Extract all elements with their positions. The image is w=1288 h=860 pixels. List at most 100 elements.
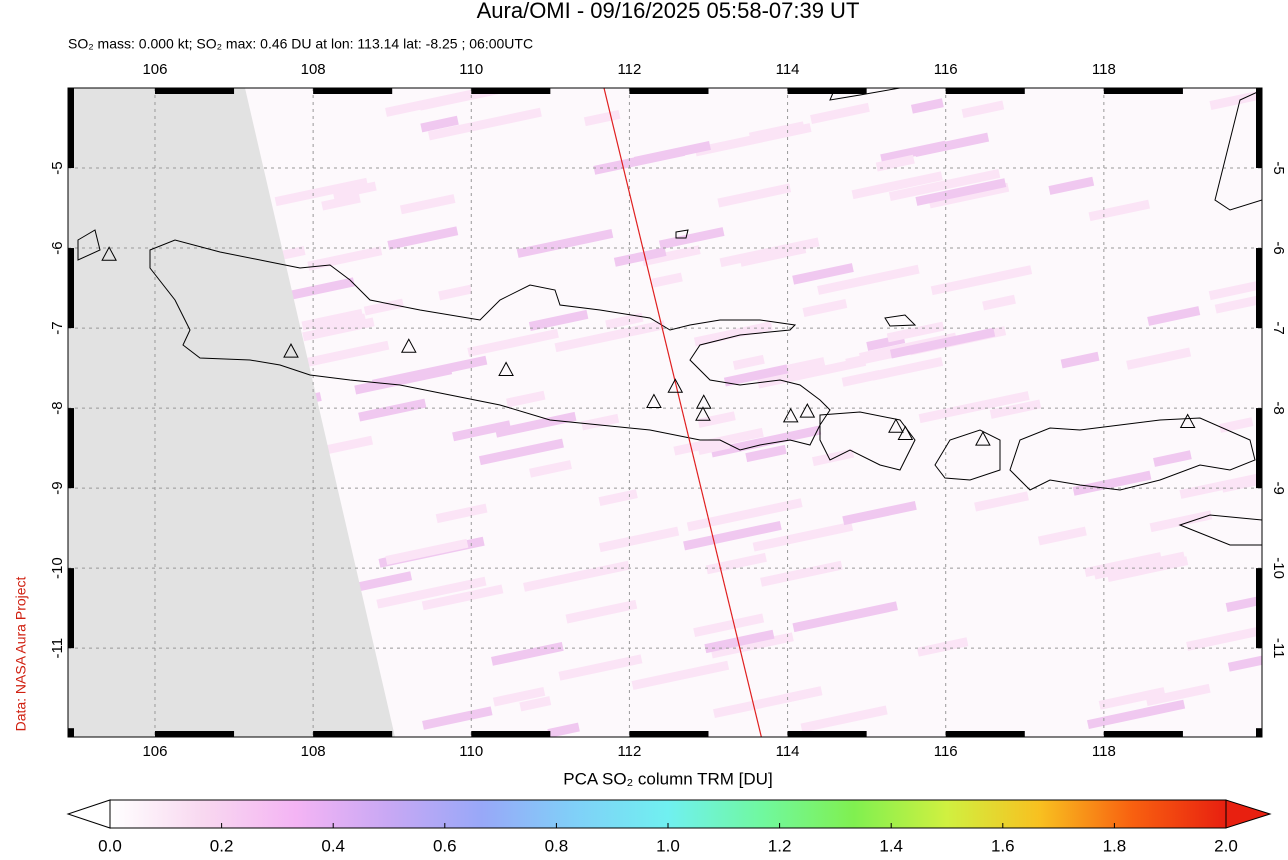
x-tick-label: 114 xyxy=(776,743,800,760)
retrieval-strip xyxy=(1145,683,1211,707)
retrieval-strip xyxy=(841,369,881,387)
retrieval-strip xyxy=(376,576,487,609)
retrieval-strip xyxy=(631,660,730,690)
frame-stripe xyxy=(68,728,74,737)
retrieval-strip xyxy=(916,637,969,657)
retrieval-strip xyxy=(1225,579,1262,612)
y-tick-label: -6 xyxy=(49,241,66,254)
colorbar-tick-label: 2.0 xyxy=(1214,836,1238,855)
retrieval-strip xyxy=(783,686,823,703)
retrieval-strip xyxy=(422,706,493,730)
retrieval-strip xyxy=(495,411,577,438)
retrieval-strip xyxy=(686,498,803,532)
volcano-marker xyxy=(667,378,684,393)
retrieval-strip xyxy=(697,439,731,455)
colorbar-label: PCA SO₂ column TRM [DU] xyxy=(563,769,772,788)
retrieval-strip xyxy=(888,168,1001,202)
retrieval-strip xyxy=(438,284,473,301)
retrieval-strip xyxy=(693,321,773,347)
volcano-marker xyxy=(498,361,514,376)
y-tick-label: -9 xyxy=(1270,481,1287,494)
retrieval-strip xyxy=(363,298,405,316)
colorbar-tick-label: 1.2 xyxy=(768,836,792,855)
sumatra-coast xyxy=(77,229,101,261)
retrieval-strip xyxy=(583,109,621,127)
x-tick-label: 116 xyxy=(934,61,958,78)
retrieval-strip xyxy=(875,154,915,172)
retrieval-strip xyxy=(719,237,820,268)
y-tick-label: -10 xyxy=(49,557,66,579)
x-tick-label: 108 xyxy=(301,61,326,78)
retrieval-strip xyxy=(1149,510,1213,533)
x-tick-label: 114 xyxy=(776,61,800,78)
retrieval-strip xyxy=(658,227,725,250)
retrieval-strip xyxy=(478,438,564,466)
y-tick-label: -8 xyxy=(49,401,66,414)
retrieval-strip xyxy=(1037,526,1087,546)
y-tick-label: -5 xyxy=(49,161,66,174)
retrieval-strip xyxy=(354,365,453,395)
retrieval-strip xyxy=(851,171,943,200)
y-tick-label: -6 xyxy=(1270,241,1287,254)
retrieval-strip xyxy=(385,538,469,565)
retrieval-strip xyxy=(558,654,643,681)
retrieval-strip xyxy=(1227,652,1262,672)
retrieval-strip xyxy=(1126,347,1192,370)
retrieval-strip xyxy=(930,265,1033,296)
frame-stripe xyxy=(1103,88,1183,94)
retrieval-strip xyxy=(492,686,546,707)
y-tick-label: -11 xyxy=(49,638,66,659)
retrieval-strip xyxy=(321,193,361,211)
y-tick-label: -8 xyxy=(1270,401,1287,414)
retrieval-strip xyxy=(880,140,947,164)
y-tick-label: -7 xyxy=(1270,321,1287,334)
retrieval-strip xyxy=(613,247,667,267)
java-coast xyxy=(149,239,831,451)
sumba-coast xyxy=(1178,514,1262,546)
frame-stripe xyxy=(1256,568,1262,649)
retrieval-strip xyxy=(598,526,680,553)
retrieval-strip xyxy=(523,560,630,592)
volcano-marker xyxy=(799,403,816,418)
retrieval-strip xyxy=(547,722,580,737)
retrieval-strip xyxy=(565,599,638,624)
retrieval-strip xyxy=(1072,470,1152,496)
colorbar-tick-label: 0.2 xyxy=(210,836,234,855)
retrieval-strip xyxy=(817,264,920,295)
retrieval-strip xyxy=(732,354,765,371)
retrieval-strip xyxy=(274,177,369,207)
retrieval-strip xyxy=(717,183,792,208)
retrieval-strip xyxy=(961,100,1005,119)
retrieval-strip xyxy=(506,390,546,408)
x-tick-label: 112 xyxy=(617,743,641,760)
retrieval-strip xyxy=(332,181,377,200)
frame-stripe xyxy=(787,88,867,94)
y-tick-label: -7 xyxy=(49,321,66,334)
x-tick-label: 118 xyxy=(1092,61,1116,78)
retrieval-strip xyxy=(452,420,512,442)
colorbar-tick-label: 0.8 xyxy=(545,836,569,855)
retrieval-strip xyxy=(1214,290,1262,314)
retrieval-strip xyxy=(1086,699,1186,730)
retrieval-strip xyxy=(1153,450,1192,467)
frame-stripe xyxy=(68,408,74,489)
sumbawa-coast xyxy=(1009,417,1256,491)
frame-stripe xyxy=(1103,731,1183,737)
frame-stripe xyxy=(1256,248,1262,329)
orbit-track xyxy=(603,88,762,737)
retrieval-strip xyxy=(385,88,482,117)
retrieval-strip xyxy=(989,399,1042,419)
colorbar-low xyxy=(66,799,111,829)
retrieval-strip xyxy=(420,115,459,133)
coastlines xyxy=(77,88,1262,546)
retrieval-strip xyxy=(871,356,944,381)
frame-stripe xyxy=(629,731,709,737)
colorbar-tick-label: 1.8 xyxy=(1103,836,1127,855)
retrieval-strip xyxy=(581,413,620,431)
x-tick-label: 112 xyxy=(617,61,641,78)
volcano-marker xyxy=(1179,413,1196,429)
retrieval-strip xyxy=(886,321,945,343)
retrieval-strip xyxy=(358,398,427,422)
retrieval-strip xyxy=(427,107,542,141)
